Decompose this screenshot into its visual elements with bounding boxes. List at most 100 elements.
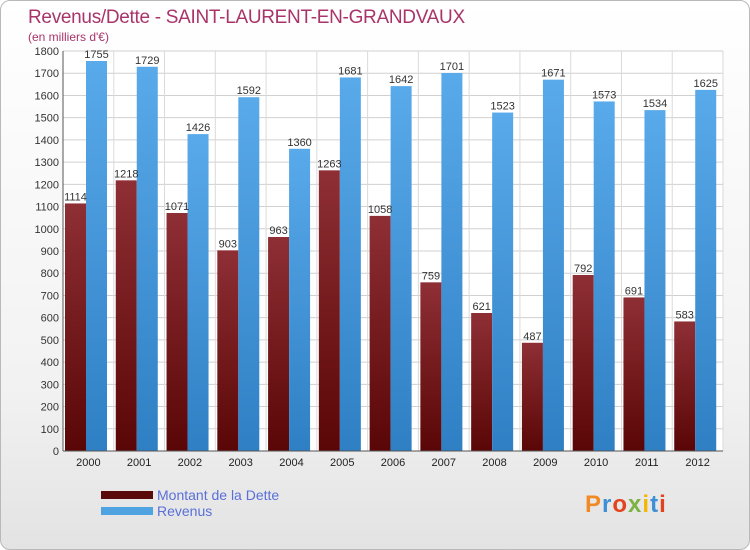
data-label-revenus: 1729 [135,55,159,67]
y-tick-label: 900 [41,246,59,258]
chart-title: Revenus/Dette - SAINT-LAURENT-EN-GRANDVA… [28,7,465,28]
logo-letter: P [585,491,603,518]
y-tick-label: 1400 [35,135,59,147]
data-label-debt: 903 [219,238,237,250]
legend-label-debt: Montant de la Dette [157,487,280,503]
y-tick-label: 1000 [35,224,59,236]
x-tick-label: 2011 [635,457,659,469]
bar-debt [521,342,543,451]
data-label-debt: 1263 [317,158,341,170]
bar-debt [318,170,340,452]
x-tick-label: 2012 [685,457,709,469]
data-label-debt: 691 [625,285,643,297]
data-label-debt: 621 [472,301,490,313]
x-tick-label: 2003 [228,457,252,469]
y-tick-label: 1800 [35,46,59,58]
bar-revenus [187,134,209,451]
bar-revenus [390,86,412,451]
data-label-revenus: 1592 [237,85,261,97]
bar-debt [115,180,137,452]
bar-debt [369,215,391,451]
bar-debt [674,321,696,451]
data-label-revenus: 1701 [440,61,464,73]
bar-revenus [289,148,311,451]
y-tick-label: 1100 [35,202,59,214]
data-label-debt: 792 [574,263,592,275]
y-tick-label: 800 [41,268,59,280]
data-label-revenus: 1671 [541,68,565,80]
y-tick-label: 1500 [35,113,59,125]
data-label-revenus: 1534 [643,98,667,110]
logo-letter: o [612,491,629,518]
x-tick-label: 2000 [76,457,100,469]
data-label-revenus: 1523 [490,101,514,113]
bar-revenus [695,89,717,451]
data-label-revenus: 1625 [693,78,717,90]
logo-letter: t [650,491,660,518]
x-tick-label: 2004 [279,457,303,469]
legend-item-revenus: Revenus [101,503,279,519]
y-tick-label: 700 [41,290,59,302]
bar-debt [471,313,493,451]
bar-revenus [542,79,564,452]
data-label-debt: 1058 [368,204,392,216]
x-tick-label: 2005 [330,457,354,469]
data-label-debt: 963 [269,225,287,237]
y-tick-label: 400 [41,357,59,369]
x-tick-label: 2010 [584,457,608,469]
data-label-debt: 487 [523,331,541,343]
data-label-debt: 1071 [165,201,189,213]
data-label-revenus: 1681 [338,65,362,77]
bar-debt [623,297,645,451]
x-tick-label: 2001 [127,457,151,469]
legend-item-debt: Montant de la Dette [101,487,279,503]
legend-swatch-revenus [101,507,153,515]
logo-letter: i [659,491,667,518]
x-tick-label: 2002 [178,457,202,469]
logo-letter: x [628,491,643,518]
data-label-debt: 583 [676,309,694,321]
bar-revenus [441,73,463,451]
data-label-debt: 759 [422,270,440,282]
x-tick-label: 2006 [381,457,405,469]
bar-revenus [238,97,260,451]
chart-subtitle: (en milliers d'€) [28,30,109,44]
y-tick-label: 1700 [35,68,59,80]
bar-revenus [136,66,158,452]
logo-letter: r [602,491,613,518]
bar-revenus [492,112,514,452]
bar-debt [166,213,188,451]
bar-revenus [644,110,666,451]
data-label-revenus: 1755 [84,49,108,61]
bar-debt [217,250,239,451]
y-tick-label: 600 [41,313,59,325]
bar-revenus [86,61,107,451]
x-tick-label: 2009 [533,457,557,469]
bar-debt [65,203,86,451]
legend-label-revenus: Revenus [157,503,213,519]
legend-swatch-debt [101,491,153,499]
data-label-debt: 1218 [114,168,138,180]
data-label-revenus: 1642 [389,74,413,86]
bar-debt [420,282,442,451]
x-tick-label: 2008 [482,457,506,469]
y-tick-label: 0 [53,446,59,458]
y-tick-label: 500 [41,335,59,347]
bar-revenus [593,101,615,451]
proxiti-logo: Proxiti [585,491,667,519]
legend: Montant de la Dette Revenus [101,487,279,519]
x-tick-label: 2007 [432,457,456,469]
y-tick-label: 200 [41,402,59,414]
data-label-debt: 1114 [64,191,87,203]
y-tick-label: 1300 [35,157,59,169]
bar-revenus [339,77,361,451]
data-label-revenus: 1426 [186,122,210,134]
logo-letter: i [642,491,651,518]
y-tick-label: 100 [41,424,59,436]
data-label-revenus: 1573 [592,89,616,101]
data-label-revenus: 1360 [287,137,311,149]
y-tick-label: 300 [41,379,59,391]
y-tick-label: 1600 [35,90,59,102]
